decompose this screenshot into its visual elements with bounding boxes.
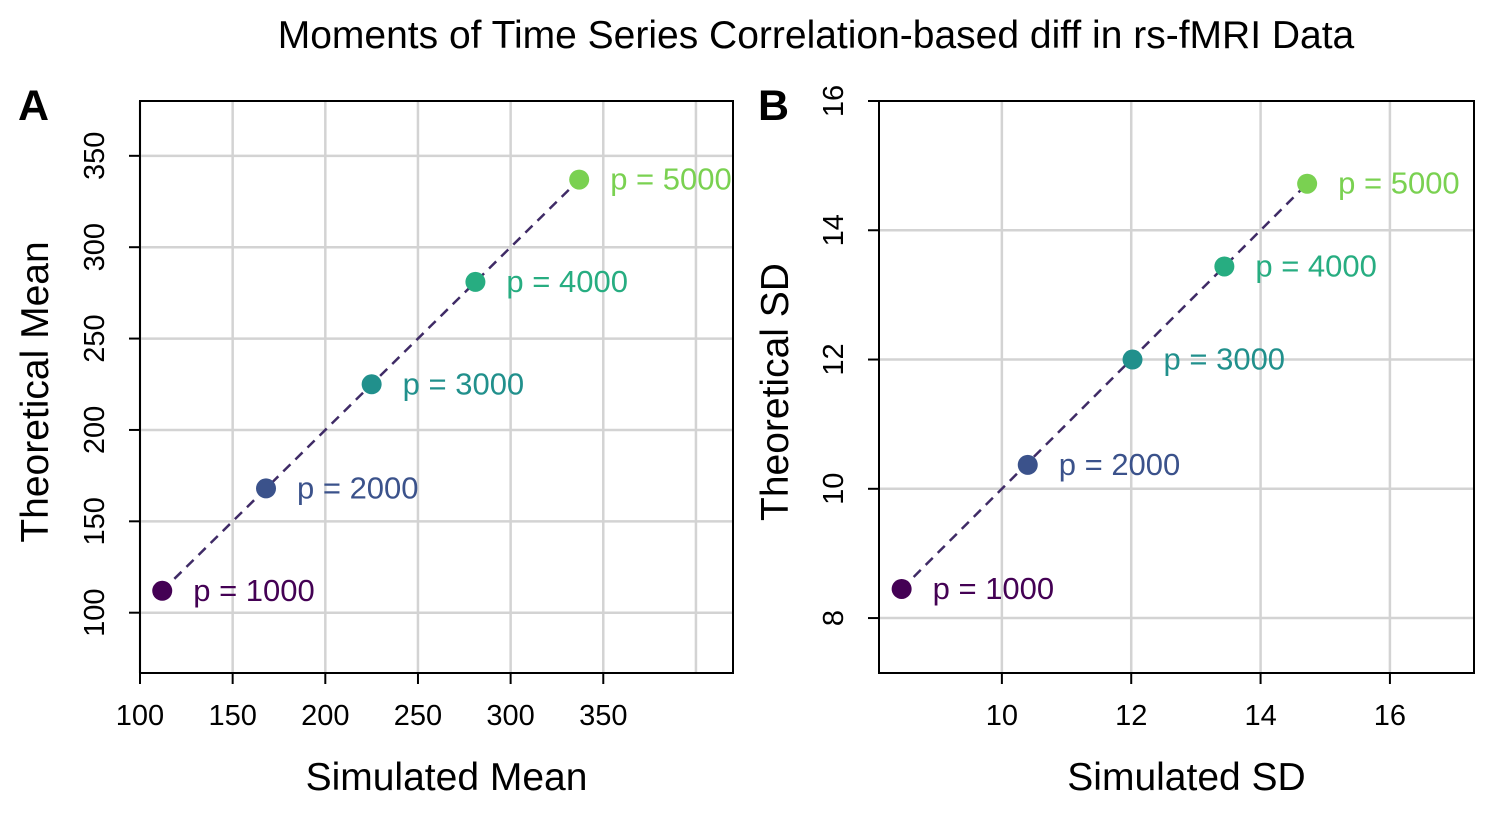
data-point bbox=[256, 478, 277, 499]
x-tick-label: 16 bbox=[1374, 700, 1406, 732]
y-tick-label: 350 bbox=[79, 132, 111, 180]
x-tick-label: 14 bbox=[1244, 700, 1276, 732]
y-tick-label: 300 bbox=[79, 223, 111, 271]
x-tick-label: 12 bbox=[1115, 700, 1147, 732]
x-tick-label: 350 bbox=[579, 700, 627, 732]
x-tick-label: 150 bbox=[208, 700, 256, 732]
point-label: p = 4000 bbox=[1255, 248, 1377, 283]
point-label: p = 2000 bbox=[297, 470, 419, 505]
data-point bbox=[465, 271, 486, 292]
x-tick-label: 200 bbox=[301, 700, 349, 732]
data-point bbox=[1122, 349, 1143, 370]
panel-letter: A bbox=[18, 82, 49, 130]
y-tick-label: 10 bbox=[818, 473, 850, 505]
y-tick-label: 16 bbox=[818, 85, 850, 117]
data-point bbox=[1214, 256, 1235, 277]
point-label: p = 3000 bbox=[403, 366, 525, 401]
y-tick-label: 12 bbox=[818, 343, 850, 375]
x-tick-label: 300 bbox=[486, 700, 534, 732]
data-point bbox=[152, 580, 173, 601]
x-tick-label: 100 bbox=[116, 700, 164, 732]
point-label: p = 3000 bbox=[1164, 342, 1286, 377]
data-point bbox=[569, 169, 590, 190]
y-axis-title: Theoretical SD bbox=[754, 263, 797, 521]
point-label: p = 5000 bbox=[610, 162, 732, 197]
figure-title: Moments of Time Series Correlation-based… bbox=[278, 14, 1355, 57]
y-tick-label: 100 bbox=[79, 588, 111, 636]
x-axis-title: Simulated SD bbox=[1067, 756, 1305, 799]
x-axis-title: Simulated Mean bbox=[306, 756, 588, 799]
plot-frame bbox=[139, 100, 734, 674]
y-axis-title: Theoretical Mean bbox=[14, 241, 57, 542]
y-tick-label: 250 bbox=[79, 314, 111, 362]
y-tick-label: 8 bbox=[818, 610, 850, 626]
data-point bbox=[891, 578, 912, 599]
panel-a: 100 150 200 250 300 350 100 150 200 250 300 350 p = … bbox=[14, 82, 734, 799]
point-label: p = 1000 bbox=[193, 573, 315, 608]
point-label: p = 2000 bbox=[1059, 447, 1181, 482]
y-tick-label: 200 bbox=[79, 406, 111, 454]
panel-b: 10 12 14 16 8 10 12 14 16 p = 1000 p = 2000 p = 300… bbox=[754, 82, 1475, 799]
x-tick-label: 250 bbox=[394, 700, 442, 732]
plot-frame bbox=[878, 100, 1475, 674]
reference-line bbox=[900, 182, 1309, 590]
data-point bbox=[1297, 173, 1318, 194]
y-tick-label: 14 bbox=[818, 214, 850, 246]
point-label: p = 1000 bbox=[933, 571, 1055, 606]
panel-letter: B bbox=[758, 82, 789, 130]
data-point bbox=[1017, 454, 1038, 475]
y-tick-label: 150 bbox=[79, 497, 111, 545]
data-point bbox=[361, 374, 382, 395]
point-label: p = 4000 bbox=[506, 264, 628, 299]
point-label: p = 5000 bbox=[1338, 166, 1460, 201]
x-tick-label: 10 bbox=[986, 700, 1018, 732]
